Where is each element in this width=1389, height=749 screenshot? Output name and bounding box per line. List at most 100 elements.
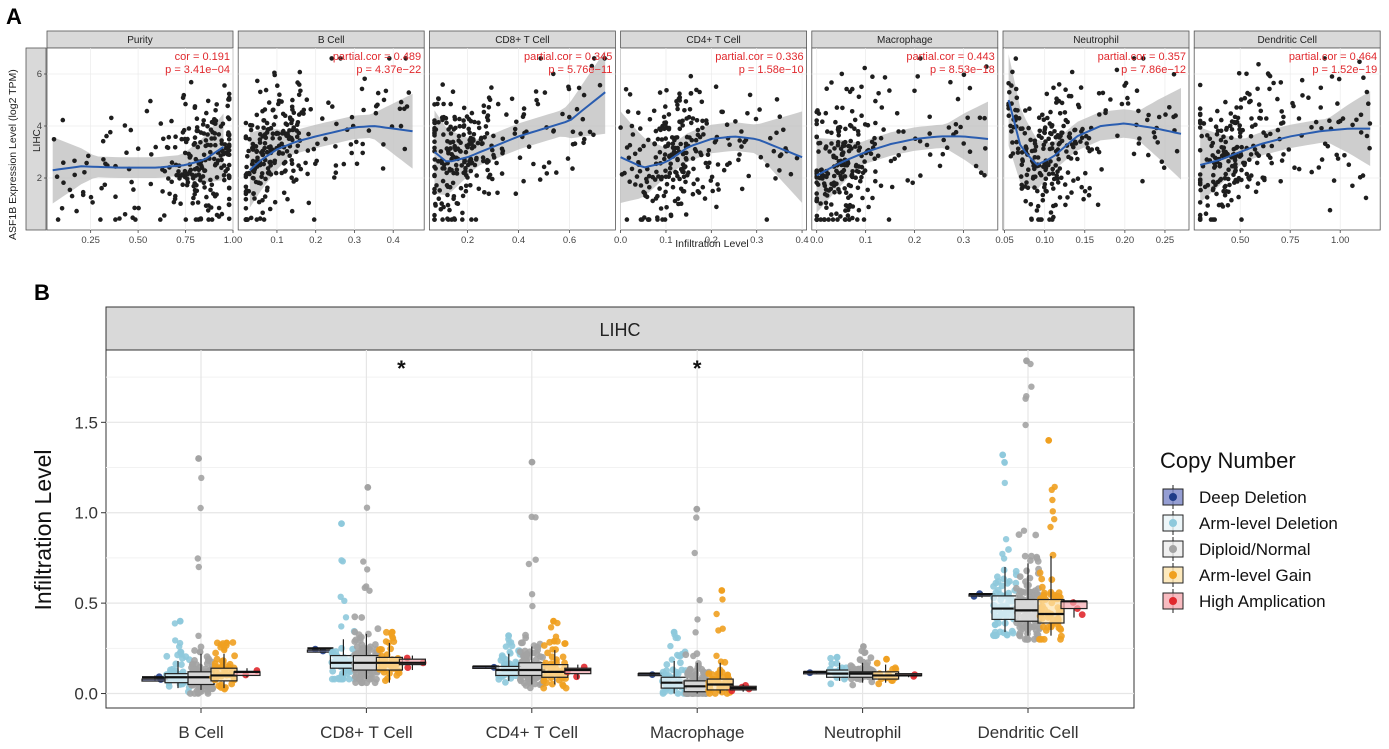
data-point xyxy=(100,138,106,144)
jitter-point xyxy=(351,638,359,645)
data-point xyxy=(567,114,572,120)
data-point xyxy=(1215,128,1221,134)
data-point xyxy=(1024,146,1029,151)
correlation-label: partial.cor = 0.443 xyxy=(906,51,994,63)
jitter-point xyxy=(366,676,374,683)
data-point xyxy=(500,151,505,156)
data-point xyxy=(868,151,874,156)
data-point xyxy=(484,160,490,165)
data-point xyxy=(402,146,408,152)
jitter-point xyxy=(998,582,1006,590)
significance-marker: * xyxy=(397,356,406,381)
jitter-point xyxy=(559,682,567,690)
regression-line xyxy=(52,145,225,172)
data-point xyxy=(905,178,910,183)
data-point xyxy=(291,110,297,115)
data-point xyxy=(270,136,276,141)
data-point xyxy=(169,179,174,185)
data-point xyxy=(1296,166,1302,172)
data-point xyxy=(226,96,232,101)
data-point xyxy=(629,166,635,172)
data-point xyxy=(1261,130,1266,135)
data-point xyxy=(1057,111,1063,116)
data-point xyxy=(1197,212,1203,218)
data-point xyxy=(846,148,852,154)
x-tick-label: 0.2 xyxy=(461,235,474,246)
y-tick-label: 0.5 xyxy=(74,594,98,613)
data-point xyxy=(208,127,214,132)
data-point xyxy=(833,119,838,125)
data-point xyxy=(512,131,518,136)
data-point xyxy=(354,139,359,145)
data-point xyxy=(861,217,867,222)
data-point xyxy=(183,139,189,145)
data-point xyxy=(937,163,943,169)
data-point xyxy=(226,196,232,202)
jitter-point xyxy=(539,653,546,661)
data-point xyxy=(457,116,462,122)
data-point xyxy=(1197,172,1203,177)
data-point xyxy=(542,90,548,95)
outlier-point xyxy=(528,591,536,598)
data-point xyxy=(220,148,225,153)
series-4 xyxy=(233,599,1088,695)
outlier-point xyxy=(177,648,185,656)
data-point xyxy=(289,175,295,180)
data-point xyxy=(1013,107,1018,113)
data-point xyxy=(1313,119,1319,125)
data-point xyxy=(1171,114,1176,120)
data-point xyxy=(818,217,823,222)
x-tick-label: Dendritic Cell xyxy=(977,723,1078,742)
data-point xyxy=(226,162,232,168)
data-point xyxy=(1051,203,1056,209)
data-point xyxy=(494,160,499,166)
data-point xyxy=(1278,179,1283,184)
data-point xyxy=(541,164,547,170)
data-point xyxy=(51,137,57,142)
data-point xyxy=(461,170,467,176)
data-point xyxy=(104,133,109,139)
data-point xyxy=(1029,148,1035,154)
data-point xyxy=(686,170,691,175)
data-point xyxy=(82,170,87,175)
data-point xyxy=(84,160,89,166)
jitter-point xyxy=(1004,580,1011,587)
data-point xyxy=(1211,186,1216,191)
data-point xyxy=(697,89,702,95)
jitter-point xyxy=(868,678,876,686)
data-point xyxy=(1037,170,1043,176)
x-tick-label: 0.4 xyxy=(512,235,525,246)
data-point xyxy=(283,159,288,165)
data-point xyxy=(1056,142,1062,147)
jitter-point xyxy=(1034,557,1042,565)
data-point xyxy=(876,91,881,96)
data-point xyxy=(305,148,311,153)
data-point xyxy=(436,120,441,125)
data-point xyxy=(436,196,442,201)
data-point xyxy=(653,155,659,160)
data-point xyxy=(194,116,200,121)
data-point xyxy=(173,134,178,139)
data-point xyxy=(294,149,299,155)
data-point xyxy=(1334,152,1339,158)
data-point xyxy=(244,164,249,170)
data-point xyxy=(576,85,582,91)
jitter-point xyxy=(706,690,713,697)
data-point xyxy=(894,111,900,116)
row-strip xyxy=(25,47,47,231)
jitter-point xyxy=(353,643,361,651)
data-point xyxy=(54,174,60,179)
data-point xyxy=(200,122,206,127)
data-point xyxy=(834,211,839,216)
data-point xyxy=(1125,101,1131,106)
data-point xyxy=(842,186,847,191)
data-point xyxy=(872,156,877,161)
data-point xyxy=(1296,116,1302,121)
data-point xyxy=(244,171,250,176)
data-point xyxy=(441,132,446,137)
data-point xyxy=(1052,129,1057,134)
data-point xyxy=(814,217,819,222)
data-point xyxy=(1198,187,1203,193)
data-point xyxy=(433,166,438,171)
data-point xyxy=(1247,157,1252,162)
